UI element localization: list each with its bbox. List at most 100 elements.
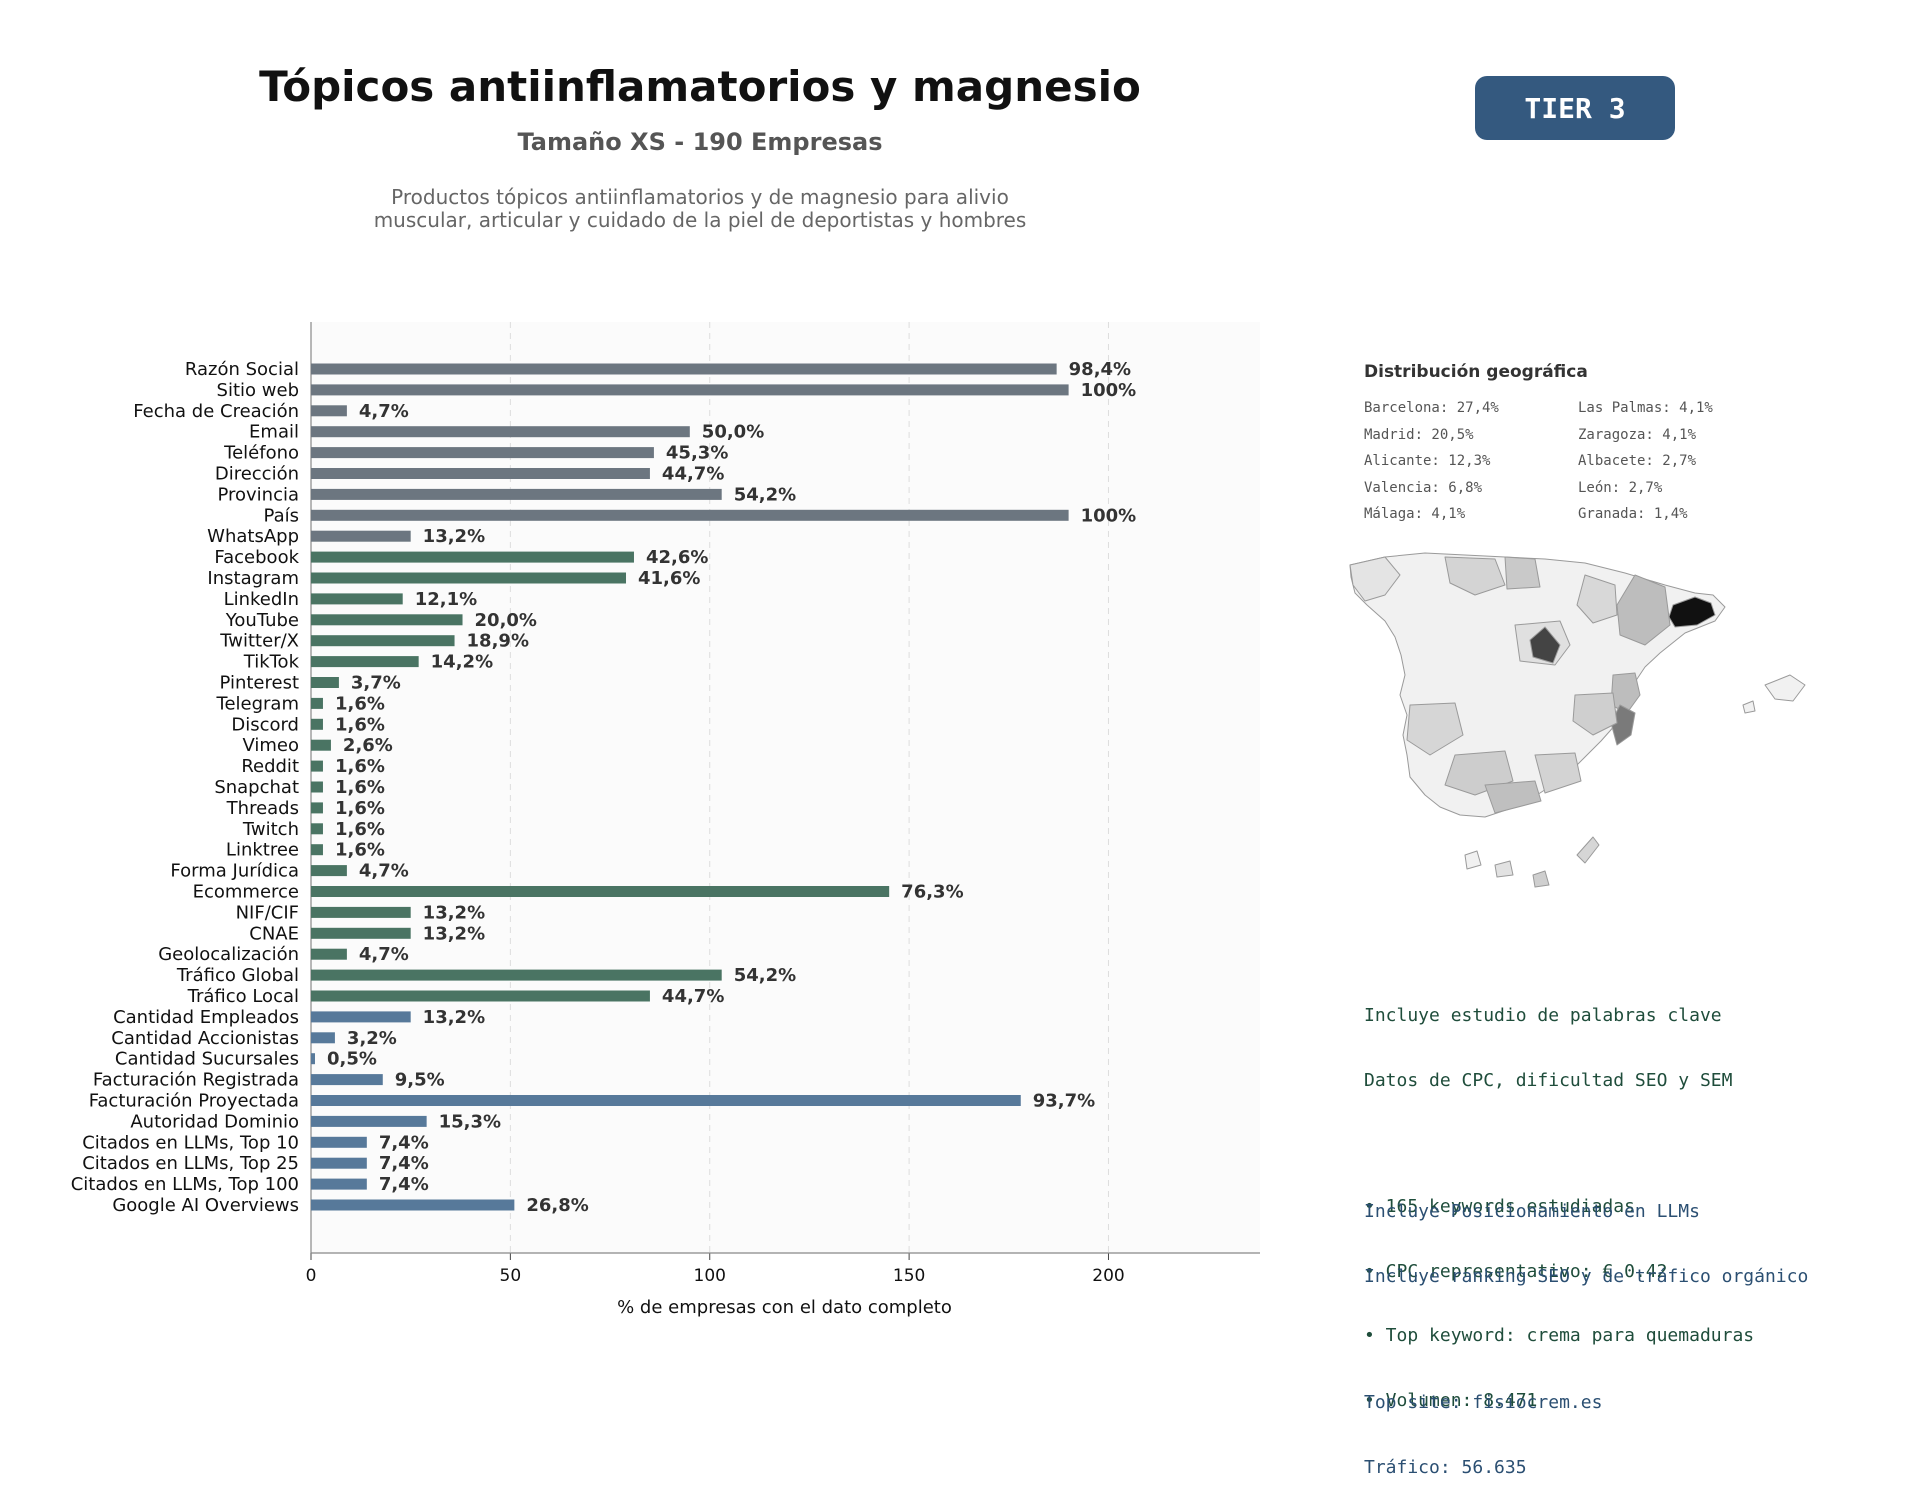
map-region [1406, 702, 1464, 756]
data-label: 3,7% [351, 673, 401, 694]
bar [311, 1178, 367, 1190]
bar [311, 802, 323, 814]
data-label: 4,7% [359, 944, 409, 965]
geo-item: Málaga: 4,1% [1364, 506, 1466, 522]
keywords-bullet: • Volumen: 8.471 [1364, 1389, 1538, 1411]
data-label: 93,7% [1033, 1091, 1095, 1112]
top-site: Top site: fisiocrem.es [1364, 1392, 1603, 1413]
category-label: Cantidad Accionistas [111, 1028, 299, 1049]
data-label: 13,2% [423, 902, 485, 923]
category-label: Pinterest [219, 673, 299, 694]
category-label: Razón Social [185, 359, 299, 380]
category-label: Fecha de Creación [133, 401, 299, 422]
map-outline-canarias [1532, 870, 1550, 888]
geo-item: Barcelona: 27,4% [1364, 400, 1499, 416]
bar [311, 927, 411, 939]
x-tick-label: 0 [306, 1266, 317, 1286]
llm-line: Incluye Posicionamiento en LLMs [1364, 1201, 1700, 1222]
category-label: LinkedIn [224, 589, 299, 610]
llm-line: Incluye ranking SEO y de tráfico orgánic… [1364, 1265, 1809, 1287]
geo-item: Granada: 1,4% [1578, 506, 1688, 522]
bar [311, 656, 419, 668]
bar [311, 614, 463, 626]
category-label: Twitch [242, 819, 299, 840]
category-label: País [264, 505, 299, 526]
map-region [1484, 780, 1542, 814]
page-title: Tópicos antiinflamatorios y magnesio [259, 62, 1141, 111]
category-label: Snapchat [214, 777, 299, 798]
category-label: Discord [231, 714, 299, 735]
bar [311, 1136, 367, 1148]
category-label: WhatsApp [207, 526, 299, 547]
category-label: Cantidad Sucursales [115, 1049, 299, 1070]
x-tick-label: 150 [893, 1266, 925, 1286]
bar [311, 426, 690, 438]
data-label: 41,6% [638, 568, 700, 589]
category-label: Forma Jurídica [170, 861, 299, 882]
bar [311, 739, 331, 751]
bar [311, 1032, 335, 1044]
tier-badge: TIER 3 [1475, 76, 1675, 140]
data-label: 44,7% [662, 986, 724, 1007]
data-label: 3,2% [347, 1028, 397, 1049]
keywords-block: Incluye estudio de palabras clave Datos … [1364, 962, 1754, 1433]
geo-item: Las Palmas: 4,1% [1578, 400, 1713, 416]
x-axis-label: % de empresas con el dato completo [617, 1297, 952, 1318]
data-label: 13,2% [423, 1007, 485, 1028]
geo-item: Valencia: 6,8% [1364, 479, 1483, 496]
data-label: 44,7% [662, 464, 724, 485]
map-region [1616, 574, 1671, 646]
category-label: Citados en LLMs, Top 25 [82, 1153, 299, 1174]
bar [311, 969, 722, 981]
map-region-barcelona [1668, 596, 1716, 628]
category-label: Google AI Overviews [112, 1195, 299, 1216]
category-label: Provincia [217, 484, 299, 505]
data-label: 26,8% [526, 1195, 588, 1216]
bar [311, 718, 323, 730]
data-label: 7,4% [379, 1132, 429, 1153]
page-description: Productos tópicos antiinflamatorios y de… [300, 186, 1100, 232]
map-outline-canarias [1494, 860, 1514, 878]
x-tick-label: 200 [1092, 1266, 1124, 1286]
bar [311, 886, 890, 897]
bar [311, 697, 323, 709]
data-label: 15,3% [439, 1111, 501, 1132]
data-label: 12,1% [415, 589, 477, 610]
bar [311, 844, 323, 856]
bar [311, 447, 654, 459]
bar [311, 468, 650, 479]
x-tick-label: 100 [694, 1266, 726, 1286]
bar [311, 1199, 515, 1211]
bar [311, 948, 347, 960]
category-label: Facturación Registrada [93, 1070, 299, 1091]
data-label: 20,0% [475, 610, 537, 631]
data-label: 4,7% [359, 401, 409, 422]
bar [311, 384, 1069, 396]
map-region-madrid [1529, 626, 1561, 664]
category-label: Linktree [226, 840, 299, 861]
category-label: Reddit [241, 756, 299, 777]
category-label: Autoridad Dominio [130, 1111, 299, 1132]
data-label: 1,6% [335, 756, 385, 777]
data-label: 1,6% [335, 693, 385, 714]
category-label: Ecommerce [193, 882, 299, 903]
bar [311, 823, 323, 835]
data-label: 18,9% [467, 631, 529, 652]
data-label: 50,0% [702, 422, 764, 443]
data-label: 13,2% [423, 923, 485, 944]
data-label: 54,2% [734, 484, 796, 505]
bar [311, 1157, 367, 1169]
x-tick-label: 50 [500, 1266, 522, 1286]
bar [311, 1011, 411, 1023]
bar [311, 551, 634, 563]
keywords-line: Incluye estudio de palabras clave [1364, 1005, 1722, 1026]
category-label: Citados en LLMs, Top 100 [71, 1174, 299, 1195]
category-label: Cantidad Empleados [113, 1007, 299, 1028]
category-label: Tráfico Local [187, 986, 299, 1007]
category-label: YouTube [225, 610, 299, 631]
bar [311, 405, 347, 417]
map-region [1349, 556, 1401, 602]
data-label: 100% [1081, 505, 1137, 526]
map-region [1444, 556, 1506, 596]
keywords-bullet: • 165 keywords estudiadas [1364, 1196, 1635, 1217]
